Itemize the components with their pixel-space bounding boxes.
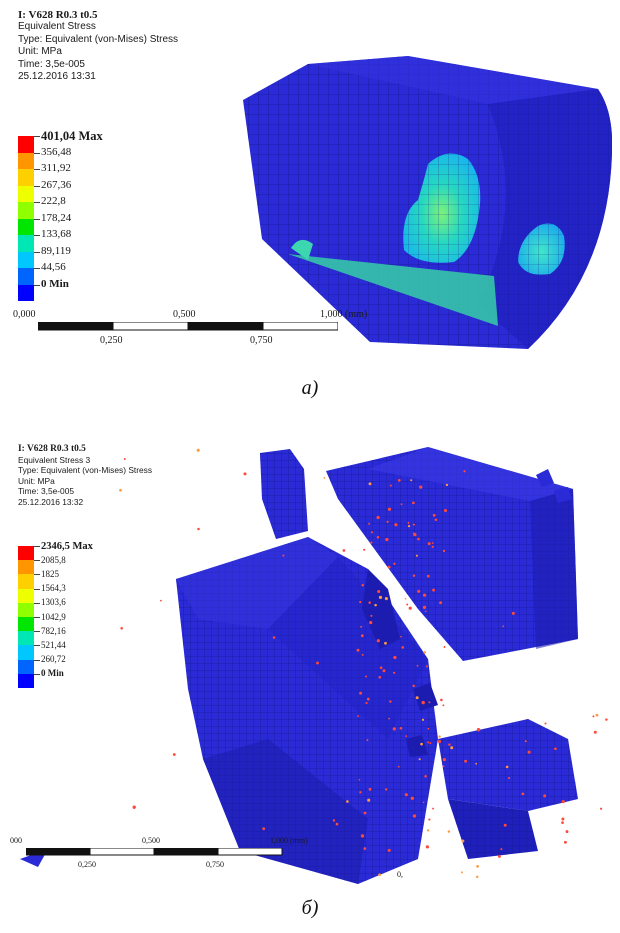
panel-b-analysis-title: I: V628 R0.3 t0.5 xyxy=(18,444,86,454)
panel_a-legend-label: 133,68 xyxy=(41,228,72,241)
panel-a-scale-label-1: 1,000 (mm) xyxy=(320,309,368,320)
panel_b-legend-swatch xyxy=(18,673,34,688)
panel_a-legend-label: 44,56 xyxy=(41,261,66,274)
panel_a-legend-swatch xyxy=(18,152,34,169)
panel_a-legend-swatch xyxy=(18,136,34,153)
panel_a-legend-swatch xyxy=(18,169,34,186)
panel-b-scale-label-075: 0,750 xyxy=(206,860,224,869)
panel_a-legend-swatch xyxy=(18,202,34,219)
panel_b-legend-label: 260,72 xyxy=(41,654,66,665)
panel-b-scale-label-025: 0,250 xyxy=(78,860,96,869)
panel-b-result-type: Type: Equivalent (von-Mises) Stress xyxy=(18,465,153,476)
panel-a-scale-label-025: 0,250 xyxy=(100,335,123,346)
panel_b-legend-swatch xyxy=(18,616,34,632)
panel_a-legend-label: 0 Min xyxy=(41,277,69,290)
panel-b-scale-label-05: 0,500 xyxy=(142,836,160,845)
panel-b-model xyxy=(20,447,608,884)
panel-a-viewport[interactable]: I: V628 R0.3 t0.5 Equivalent Stress Type… xyxy=(8,4,612,356)
panel_b-legend-swatch xyxy=(18,602,34,617)
panel-b-stray-label: 0, xyxy=(397,870,403,879)
panel-a-caption: а) xyxy=(301,377,319,399)
panel_b-legend-label: 1042,9 xyxy=(41,611,66,622)
panel-a-analysis-title: I: V628 R0.3 t0.5 xyxy=(18,9,98,21)
panel_a-legend-label: 401,04 Max xyxy=(41,129,103,144)
panel_b-legend-label: 2346,5 Max xyxy=(41,540,93,552)
panel-a-result-type: Type: Equivalent (von-Mises) Stress xyxy=(18,33,179,45)
panel-a-scale-label-075: 0,750 xyxy=(250,335,273,346)
panel_a-legend-label: 356,48 xyxy=(41,145,72,158)
panel-a-scale-label-05: 0,500 xyxy=(173,309,196,320)
panel-a-result-date: 25.12.2016 13:31 xyxy=(18,71,96,83)
panel_b-legend-swatch xyxy=(18,645,34,660)
panel_b-legend-swatch xyxy=(18,588,34,603)
panel-a-result-name: Equivalent Stress xyxy=(18,21,96,33)
panel-a-result-info: I: V628 R0.3 t0.5 Equivalent Stress Type… xyxy=(18,9,178,83)
panel_b-legend-label: 0 Min xyxy=(41,668,64,679)
panel_b-legend-swatch xyxy=(18,659,34,674)
panel-b-viewport[interactable]: I: V628 R0.3 t0.5 Equivalent Stress 3 Ty… xyxy=(8,439,612,887)
panel-a-model xyxy=(243,56,612,349)
panel-b-result-date: 25.12.2016 13:32 xyxy=(18,496,84,507)
panel_b-legend-swatch xyxy=(18,631,34,646)
panel-b-result-time: Time: 3,5e-005 xyxy=(18,486,75,497)
panel_a-legend-swatch xyxy=(18,218,34,235)
panel_b-legend-label: 782,16 xyxy=(41,625,66,636)
panel-a-result-unit: Unit: MPa xyxy=(18,46,62,58)
panel-b-caption: б) xyxy=(301,897,319,919)
panel_a-legend-swatch xyxy=(18,185,34,202)
panel_a-legend-swatch xyxy=(18,251,34,268)
panel_b-legend-swatch xyxy=(18,574,34,589)
panel-b-result-unit: Unit: MPa xyxy=(18,475,55,486)
panel_a-legend-label: 222,8 xyxy=(41,195,66,208)
panel_b-legend-label: 521,44 xyxy=(41,639,66,650)
panel_a-legend-swatch xyxy=(18,284,34,301)
panel-a-stress-hotspots xyxy=(403,153,565,275)
panel_a-legend-label: 267,36 xyxy=(41,178,72,191)
panel_b-legend-label: 1564,3 xyxy=(41,583,66,594)
panel_a-legend-swatch xyxy=(18,268,34,285)
panel-b-scale-label-0: 000 xyxy=(10,836,22,845)
panel_b-legend-swatch xyxy=(18,560,34,575)
panel-b-result-name: Equivalent Stress 3 xyxy=(18,454,91,465)
panel_a-legend-swatch xyxy=(18,235,34,252)
panel-b-result-info: I: V628 R0.3 t0.5 Equivalent Stress 3 Ty… xyxy=(18,444,152,508)
panel-a-result-time: Time: 3,5e-005 xyxy=(18,58,85,70)
panel-b-fractured-mesh xyxy=(20,447,578,884)
panel_a-legend-label: 89,119 xyxy=(41,244,71,257)
panel-b-scale-label-1: 1,000 (mm) xyxy=(270,836,308,845)
panel-a-scale-label-0: 0,000 xyxy=(13,309,36,320)
panel_a-legend-label: 178,24 xyxy=(41,211,72,224)
panel_b-legend-swatch xyxy=(18,546,34,561)
panel_b-legend-label: 1303,6 xyxy=(41,597,66,608)
panel_b-legend-label: 1825 xyxy=(41,568,59,579)
panel_a-legend-label: 311,92 xyxy=(41,162,71,175)
panel-b-eroded-particles xyxy=(119,448,608,879)
panel_b-legend-label: 2085,8 xyxy=(41,554,66,565)
